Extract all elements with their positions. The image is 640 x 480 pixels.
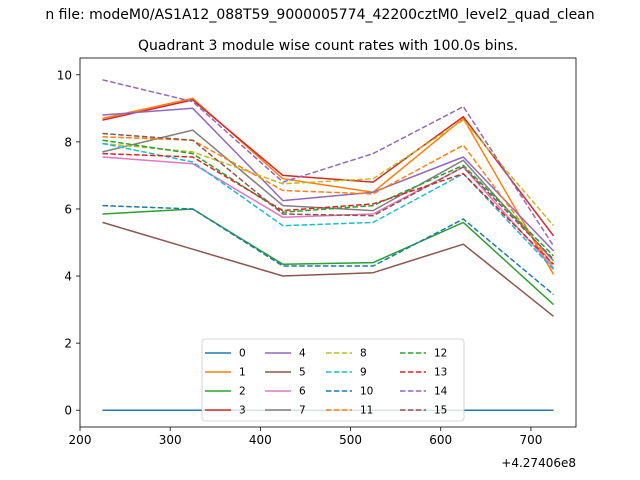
legend-item-6: 6 xyxy=(265,386,306,398)
series-line-9 xyxy=(102,142,555,270)
legend-label: 7 xyxy=(299,405,306,417)
series-line-5 xyxy=(102,221,554,317)
legend-item-8: 8 xyxy=(326,348,367,360)
legend-label: 3 xyxy=(239,405,246,417)
legend-label: 4 xyxy=(299,348,306,360)
legend-item-3: 3 xyxy=(205,405,246,417)
series-line-2 xyxy=(102,208,555,306)
legend-label: 5 xyxy=(299,367,306,379)
legend-label: 11 xyxy=(360,405,373,417)
series-line-1 xyxy=(102,97,555,275)
y-tick-label: 4 xyxy=(64,270,72,284)
x-tick-label: 400 xyxy=(249,433,272,447)
x-tick-label: 600 xyxy=(429,433,452,447)
legend-item-5: 5 xyxy=(265,367,306,379)
legend-item-7: 7 xyxy=(265,405,306,417)
y-tick-label: 0 xyxy=(64,404,72,418)
legend-item-1: 1 xyxy=(205,367,246,379)
legend-item-11: 11 xyxy=(326,405,373,417)
axes-frame xyxy=(79,57,577,428)
y-tick-label: 6 xyxy=(64,202,72,216)
legend-label: 9 xyxy=(360,367,367,379)
y-tick-label: 8 xyxy=(64,135,72,149)
y-tick-label: 2 xyxy=(64,337,72,351)
y-axis: 0 2 4 6 8 10 xyxy=(57,68,80,418)
legend-item-0: 0 xyxy=(205,348,246,360)
series-line-14 xyxy=(102,79,555,247)
legend-label: 15 xyxy=(434,405,447,417)
chart-title: Quadrant 3 module wise count rates with … xyxy=(138,38,518,54)
legend-label: 10 xyxy=(360,386,373,398)
x-tick-label: 500 xyxy=(339,433,362,447)
legend-label: 8 xyxy=(360,348,367,360)
x-offset-text: +4.27406e8 xyxy=(501,456,576,470)
series-line-10 xyxy=(102,204,554,296)
legend-item-14: 14 xyxy=(400,386,448,398)
series-line-15 xyxy=(102,132,555,260)
series-line-13 xyxy=(102,152,555,265)
legend-item-15: 15 xyxy=(400,405,447,417)
legend-item-13: 13 xyxy=(400,367,447,379)
series-line-7 xyxy=(102,129,555,262)
series-line-8 xyxy=(102,119,555,227)
series-line-12 xyxy=(102,139,555,257)
legend-label: 14 xyxy=(434,386,448,398)
series-line-4 xyxy=(102,107,555,252)
legend-label: 6 xyxy=(299,386,306,398)
legend-item-12: 12 xyxy=(400,348,447,360)
x-tick-label: 700 xyxy=(519,433,542,447)
x-tick-label: 200 xyxy=(69,433,92,447)
x-axis: 200 300 400 500 600 700 xyxy=(69,427,542,447)
legend-label: 13 xyxy=(434,367,447,379)
legend-label: 0 xyxy=(239,348,246,360)
legend-frame xyxy=(201,338,465,422)
legend-label: 1 xyxy=(239,367,246,379)
chart-suptitle: n file: modeM0/AS1A12_088T59_9000005774_… xyxy=(45,7,594,23)
legend-item-2: 2 xyxy=(205,386,246,398)
x-tick-label: 300 xyxy=(159,433,182,447)
legend-item-4: 4 xyxy=(265,348,306,360)
legend-label: 12 xyxy=(434,348,447,360)
series-layer xyxy=(102,79,555,411)
y-tick-label: 10 xyxy=(57,68,72,82)
series-line-6 xyxy=(102,156,555,269)
legend-item-9: 9 xyxy=(326,367,367,379)
legend-item-10: 10 xyxy=(326,386,373,398)
legend-label: 2 xyxy=(239,386,246,398)
